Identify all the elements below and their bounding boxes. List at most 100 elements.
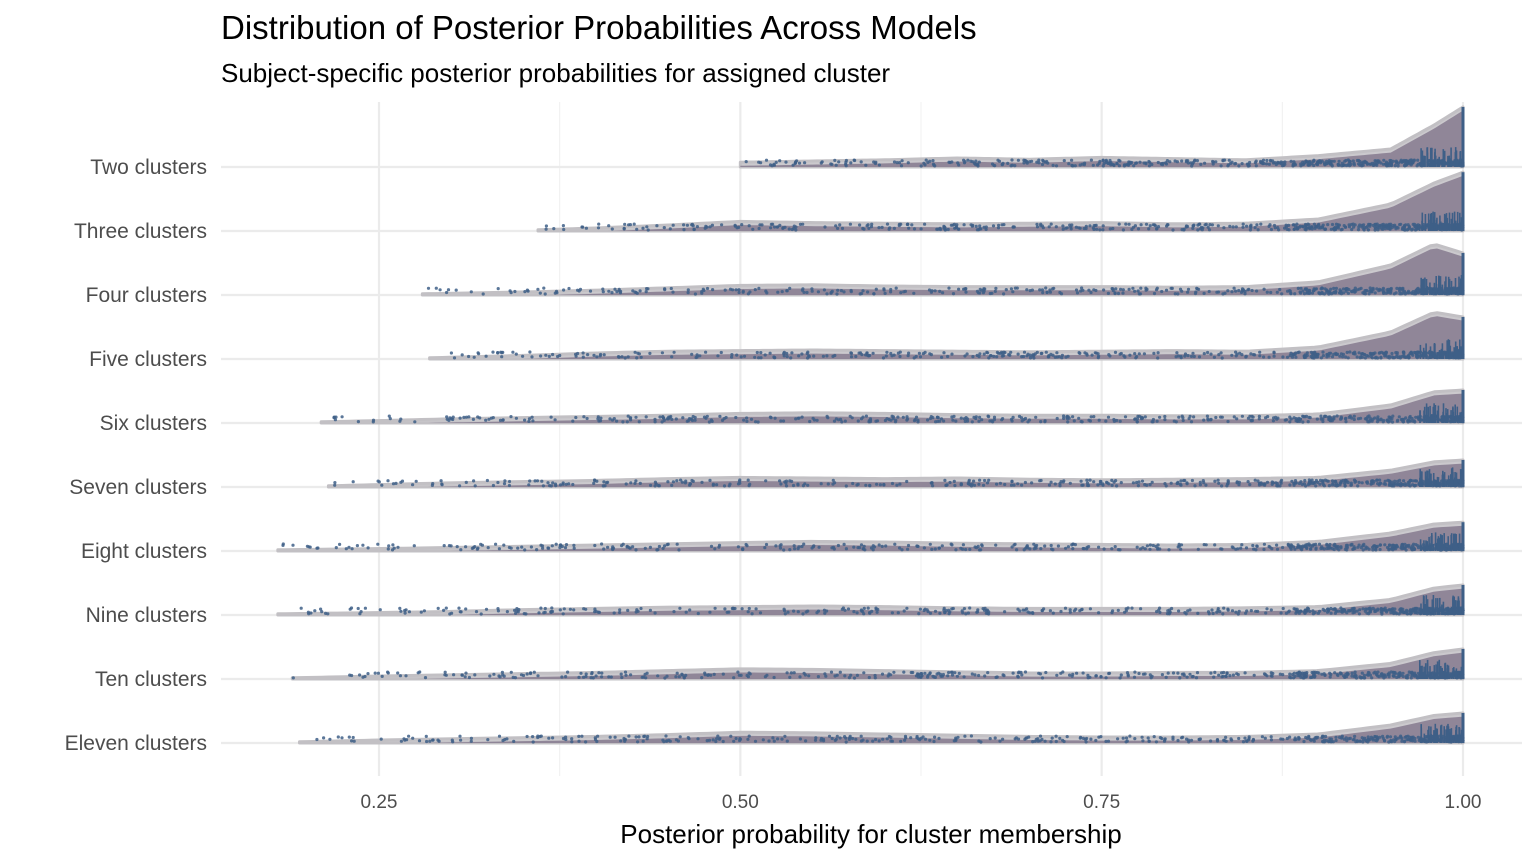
data-point — [769, 416, 773, 420]
data-point — [594, 609, 598, 613]
data-point — [902, 609, 906, 613]
data-point — [788, 548, 792, 552]
data-point — [769, 222, 774, 226]
data-point — [1080, 286, 1084, 290]
data-point — [876, 607, 880, 612]
data-point — [793, 547, 797, 551]
data-point — [626, 414, 630, 418]
data-point — [1102, 547, 1106, 551]
data-point — [862, 671, 866, 675]
data-point — [757, 160, 761, 164]
data-point — [1202, 543, 1206, 547]
data-point — [1177, 609, 1181, 613]
data-point — [653, 480, 658, 484]
data-point — [400, 479, 405, 483]
data-point — [1321, 223, 1325, 227]
data-point — [780, 290, 784, 294]
data-point — [645, 225, 649, 229]
data-point — [1267, 224, 1271, 228]
data-point — [1039, 420, 1043, 424]
data-point — [1398, 478, 1402, 482]
data-point — [544, 353, 548, 357]
data-point — [578, 287, 583, 291]
data-point — [1410, 608, 1414, 612]
data-point — [807, 354, 812, 359]
data-point — [1032, 356, 1036, 360]
data-point — [1248, 483, 1252, 487]
data-point — [513, 289, 517, 294]
data-point — [1011, 225, 1015, 229]
data-point — [598, 354, 602, 358]
data-point — [1310, 225, 1314, 229]
data-point — [1344, 416, 1348, 420]
data-point — [1161, 163, 1165, 167]
data-point — [840, 607, 844, 611]
data-point — [983, 478, 987, 483]
data-point — [538, 291, 542, 295]
data-point — [800, 415, 804, 419]
data-point — [1231, 673, 1235, 677]
data-point — [1058, 484, 1062, 488]
data-point — [1267, 162, 1271, 166]
data-point — [937, 546, 941, 550]
data-point — [589, 676, 593, 680]
data-point — [1332, 547, 1336, 552]
data-point — [1349, 483, 1353, 487]
data-point — [961, 547, 965, 551]
data-point — [558, 353, 562, 358]
data-point — [1066, 545, 1070, 549]
data-point — [1129, 161, 1133, 165]
data-point — [1063, 606, 1068, 610]
data-point — [978, 415, 982, 419]
data-point — [1299, 547, 1303, 551]
data-point — [1325, 542, 1329, 547]
data-point — [1340, 164, 1344, 168]
data-point — [715, 483, 719, 487]
data-point — [819, 482, 823, 486]
data-point — [1299, 480, 1303, 484]
data-point — [739, 355, 743, 359]
data-point — [1122, 163, 1127, 167]
data-point — [900, 159, 904, 163]
data-point — [763, 546, 767, 550]
data-point — [688, 608, 692, 612]
data-point — [1350, 674, 1354, 678]
data-point — [962, 675, 966, 679]
data-point — [1301, 289, 1305, 293]
data-point — [1411, 419, 1415, 423]
data-point — [1375, 420, 1380, 424]
data-point — [685, 419, 689, 423]
data-point — [995, 350, 1000, 354]
data-point — [785, 351, 789, 356]
data-point — [464, 415, 468, 419]
data-point — [1223, 291, 1227, 295]
data-point — [978, 227, 982, 231]
data-point — [1080, 420, 1084, 424]
data-point — [1365, 162, 1369, 166]
data-point — [1416, 158, 1420, 162]
data-point — [849, 351, 854, 355]
data-point — [969, 484, 974, 488]
data-point — [897, 222, 902, 226]
data-point — [1414, 228, 1418, 232]
data-point — [700, 291, 704, 295]
data-point — [1397, 483, 1401, 487]
data-point — [690, 478, 694, 483]
data-point — [1023, 670, 1028, 674]
data-point — [1333, 671, 1337, 675]
data-point — [810, 289, 814, 293]
data-point — [1028, 356, 1033, 360]
data-point — [758, 223, 762, 227]
data-point — [1321, 354, 1325, 358]
data-point — [1321, 607, 1325, 612]
data-point — [484, 354, 488, 358]
data-point — [781, 419, 786, 423]
data-point — [1406, 418, 1410, 422]
data-point — [1313, 354, 1317, 358]
data-point — [634, 479, 638, 483]
data-point — [856, 419, 860, 423]
data-point — [1142, 352, 1146, 356]
data-point — [844, 160, 848, 164]
data-point — [602, 547, 606, 551]
data-point — [595, 355, 599, 359]
